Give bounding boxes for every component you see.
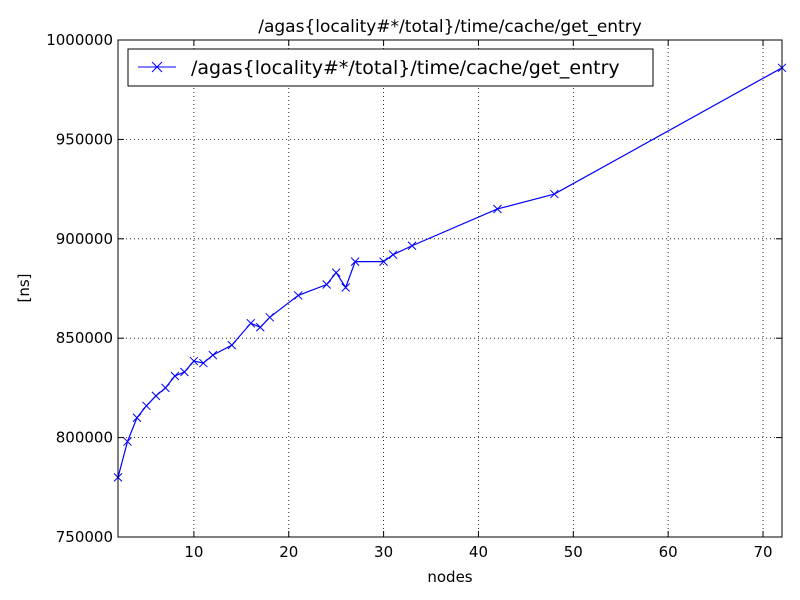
y-tick-label: 1000000 [46, 31, 113, 49]
x-tick-label: 20 [279, 543, 298, 561]
x-tick-label: 60 [659, 543, 678, 561]
data-point [123, 437, 132, 446]
data-point [322, 280, 332, 289]
data-point [255, 322, 265, 332]
data-point [227, 340, 237, 350]
x-tick-label: 30 [374, 543, 393, 561]
data-point [208, 350, 218, 360]
y-tick-label: 800000 [56, 429, 113, 447]
legend-marker [151, 61, 163, 73]
x-tick-label: 10 [184, 543, 203, 561]
data-point [493, 204, 502, 214]
data-point [388, 250, 398, 260]
legend-label: /agas{locality#*/total}/time/cache/get_e… [191, 57, 620, 79]
data-point [350, 257, 360, 267]
x-tick-label: 70 [753, 543, 772, 561]
ticks: 10 20 30 40 50 60 70 750000 800000 850000 900000 95… [46, 31, 782, 561]
x-tick-label: 50 [564, 543, 583, 561]
data-point [407, 241, 417, 251]
data-point [199, 358, 208, 368]
y-tick-label: 900000 [56, 230, 113, 248]
x-axis-label: nodes [427, 568, 472, 586]
legend-box [127, 48, 654, 87]
y-axis-label: [ns] [15, 273, 33, 302]
data-point [293, 291, 303, 300]
data-point [151, 391, 161, 401]
plot-frame [117, 39, 783, 538]
series-layer [113, 63, 787, 482]
data-point [170, 371, 180, 381]
data-point [265, 312, 275, 322]
data-point [180, 367, 189, 377]
data-point [549, 189, 559, 199]
x-tick-label: 40 [469, 543, 488, 561]
y-tick-label: 950000 [56, 130, 113, 148]
legend: /agas{locality#*/total}/time/cache/get_e… [127, 48, 654, 87]
y-tick-label: 750000 [56, 528, 113, 546]
chart-title: /agas{locality#*/total}/time/cache/get_e… [258, 17, 642, 37]
data-point [331, 268, 341, 277]
data-point [246, 318, 256, 328]
y-tick-label: 850000 [56, 329, 113, 347]
data-point [341, 283, 351, 292]
data-point [161, 383, 170, 393]
data-point [132, 413, 142, 423]
data-point [189, 356, 199, 366]
data-point [142, 401, 151, 411]
data-point [379, 257, 388, 267]
